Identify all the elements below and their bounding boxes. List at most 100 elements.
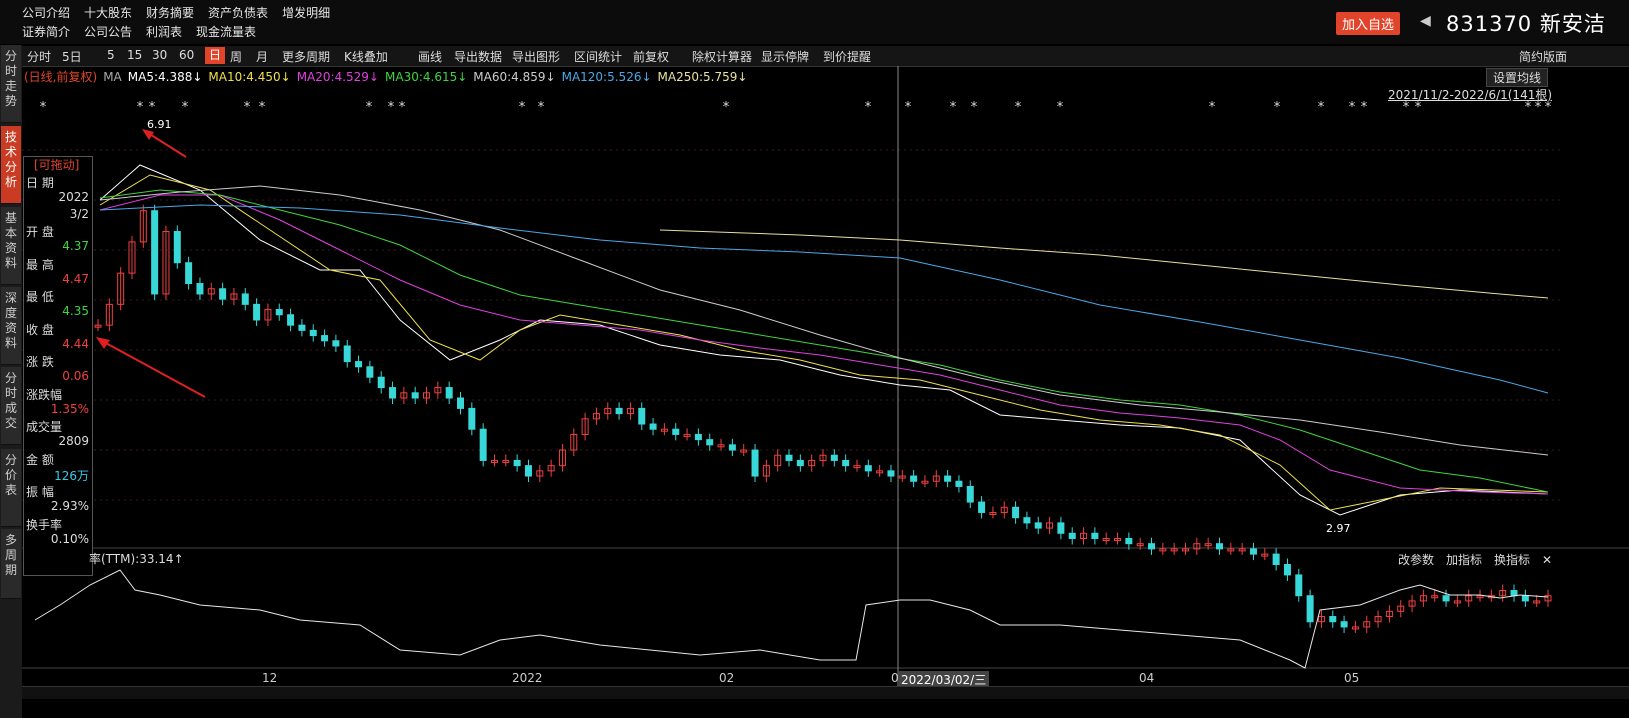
candle	[1465, 595, 1473, 602]
prev-stock-icon[interactable]: ◀	[1420, 13, 1431, 29]
candle	[457, 397, 464, 409]
toolbar-item-20[interactable]: 简约版面	[1519, 50, 1568, 64]
info-panel[interactable]: [可拖动] 日 期 2022 3/2 开 盘 4.37 最 高 4.47 最 低 4.35 收 盘…	[23, 156, 93, 576]
candle	[1136, 543, 1144, 547]
date-range-text[interactable]: 2021/11/2-2022/6/1(141根)	[1388, 88, 1553, 102]
sidebar-tab-7[interactable]: 多周期	[1, 529, 21, 599]
sub-button-1[interactable]: 改参数	[1398, 553, 1435, 567]
toolbar-item-6[interactable]: 60	[179, 48, 195, 62]
add-to-watchlist-button[interactable]: 加入自选	[1336, 12, 1401, 35]
sub-indicator-label: 率(TTM):33.14↑	[89, 552, 184, 566]
info-label-11: 振 幅	[26, 485, 54, 499]
event-marker: *	[971, 100, 978, 115]
toolbar-item-9[interactable]: 月	[256, 50, 269, 64]
candle	[1283, 564, 1291, 576]
candle	[1159, 548, 1167, 552]
candle	[1306, 595, 1314, 623]
event-marker: *	[40, 100, 47, 115]
ma-line-1	[99, 164, 1549, 516]
candle	[1238, 548, 1246, 552]
toolbar-item-15[interactable]: 区间统计	[574, 50, 623, 64]
candle	[615, 407, 623, 415]
event-marker: *	[905, 100, 912, 115]
candle	[1204, 543, 1212, 547]
info-label-8: 涨跌幅	[26, 387, 63, 402]
candle	[649, 423, 657, 430]
top-bar: 公司介绍 十大股东 财务摘要 资产负债表 增发明细 证券简介 公司公告 利润表 现金流量表 加…	[0, 0, 1629, 44]
toolbar-item-1[interactable]: 分时	[27, 50, 52, 64]
toolbar-item-4[interactable]: 15	[127, 48, 143, 62]
candle	[309, 329, 317, 337]
setup-ma-button[interactable]: 设置均线	[1486, 68, 1549, 87]
top-link-4[interactable]: 资产负债表	[208, 6, 269, 20]
toolbar-item-8[interactable]: 周	[230, 50, 243, 64]
candle	[230, 293, 238, 300]
chart-scrollbar[interactable]	[22, 686, 1629, 699]
toolbar-item-14[interactable]: 导出图形	[512, 50, 561, 64]
stock-code: 831370	[1446, 12, 1533, 36]
event-marker: *	[519, 100, 526, 115]
sidebar-tab-3[interactable]: 基本资料	[1, 207, 21, 285]
top-link-2[interactable]: 十大股东	[84, 6, 133, 20]
sub-button-4[interactable]: ✕	[1542, 553, 1553, 567]
candle	[377, 376, 385, 389]
top-link-3[interactable]: 财务摘要	[146, 6, 195, 20]
toolbar-item-16[interactable]: 前复权	[633, 50, 670, 64]
sidebar-tab-2[interactable]: 技术分析	[1, 126, 21, 204]
toolbar-item-7[interactable]: 日	[205, 47, 226, 64]
candle	[1385, 610, 1393, 618]
legend-ma-3: MA20:4.529↓	[296, 70, 379, 84]
top-link-1[interactable]: 公司介绍	[22, 6, 71, 20]
top-link-5[interactable]: 增发明细	[282, 6, 331, 20]
candle	[423, 392, 431, 399]
top-link-7[interactable]: 公司公告	[84, 25, 133, 39]
info-value-9: 2809	[58, 434, 89, 448]
candle	[706, 439, 714, 446]
toolbar-item-13[interactable]: 导出数据	[454, 50, 503, 64]
toolbar-item-3[interactable]: 5	[107, 48, 115, 62]
info-value-7: 0.06	[62, 369, 89, 383]
sidebar-tab-4[interactable]: 深度资料	[1, 287, 21, 365]
candle	[876, 470, 884, 474]
sub-button-2[interactable]: 加指标	[1446, 553, 1483, 567]
info-label-1: 日 期	[26, 176, 54, 190]
info-label-3: 开 盘	[26, 225, 54, 239]
toolbar-item-12[interactable]: 画线	[418, 50, 443, 64]
candle	[762, 465, 770, 477]
legend-prefix: (日线,前复权)	[24, 70, 98, 84]
annotation-arrowhead-1	[142, 129, 154, 140]
sidebar-tab-6[interactable]: 分价表	[1, 449, 21, 527]
candle	[944, 475, 952, 482]
candle	[638, 407, 646, 425]
toolbar-item-2[interactable]: 5日	[62, 50, 82, 64]
candle	[332, 340, 340, 347]
candle	[1046, 522, 1054, 529]
candle	[581, 418, 589, 435]
candle	[819, 454, 827, 461]
info-value-10: 126万	[54, 468, 89, 483]
toolbar-item-5[interactable]: 30	[152, 48, 168, 62]
toolbar-item-11[interactable]: K线叠加	[344, 50, 388, 64]
sidebar-tab-1[interactable]: 分时走势	[1, 45, 21, 123]
candle	[1431, 595, 1439, 599]
candle	[219, 288, 227, 300]
top-link-8[interactable]: 利润表	[146, 25, 183, 39]
candle	[287, 314, 295, 326]
legend-ma-7: MA250:5.759↓	[657, 70, 748, 84]
top-link-6[interactable]: 证券简介	[22, 25, 71, 39]
legend-ma-4: MA30:4.615↓	[385, 70, 468, 84]
candle	[626, 407, 634, 415]
top-link-9[interactable]: 现金流量表	[196, 25, 257, 39]
candle	[592, 413, 600, 420]
toolbar-item-19[interactable]: 到价提醒	[823, 50, 872, 64]
candle	[1057, 522, 1065, 534]
candle	[468, 407, 476, 430]
toolbar-item-10[interactable]: 更多周期	[282, 50, 331, 64]
sub-button-3[interactable]: 换指标	[1494, 553, 1531, 567]
candle	[672, 428, 680, 435]
sidebar-tab-5[interactable]: 分时成交	[1, 367, 21, 445]
toolbar-item-18[interactable]: 显示停牌	[761, 50, 810, 64]
candle	[1499, 590, 1507, 597]
toolbar-item-17[interactable]: 除权计算器	[692, 50, 753, 64]
